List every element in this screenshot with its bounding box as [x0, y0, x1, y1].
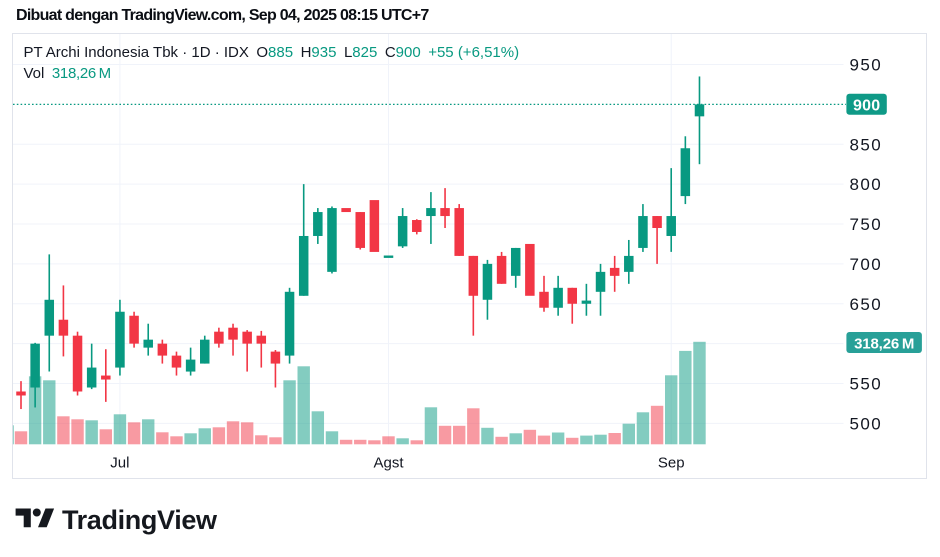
svg-text:500: 500	[850, 414, 883, 433]
svg-text:Agst: Agst	[373, 455, 404, 472]
svg-text:900: 900	[853, 97, 880, 114]
svg-text:850: 850	[850, 135, 883, 154]
svg-text:Jul: Jul	[110, 455, 129, 472]
svg-text:750: 750	[850, 215, 883, 234]
svg-text:550: 550	[850, 375, 883, 394]
svg-text:650: 650	[850, 295, 883, 314]
svg-text:318,26 M: 318,26 M	[854, 336, 914, 353]
svg-text:800: 800	[850, 175, 883, 194]
svg-text:Sep: Sep	[658, 455, 685, 472]
svg-text:950: 950	[850, 56, 883, 75]
svg-text:700: 700	[850, 255, 883, 274]
